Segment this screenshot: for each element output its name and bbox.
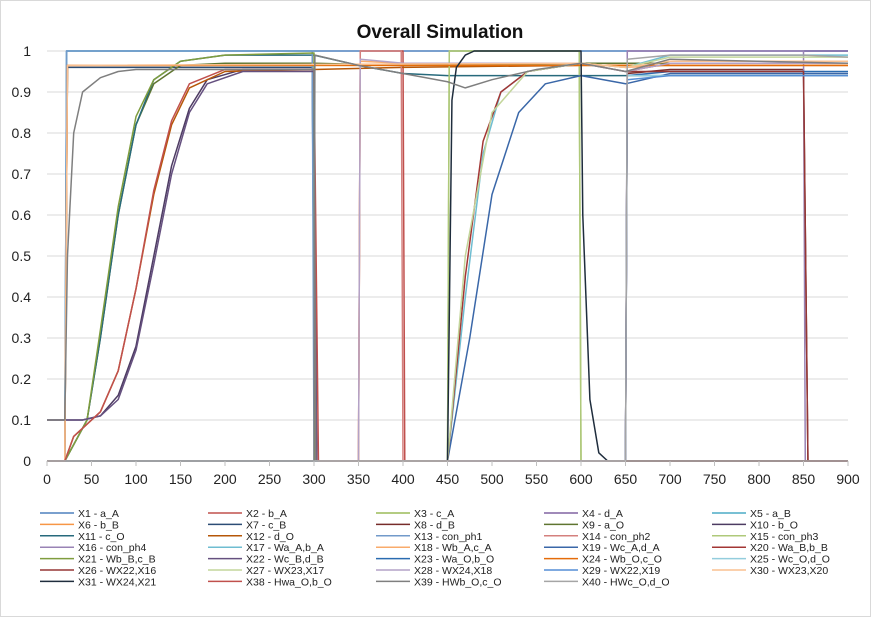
legend-label: X13 - con_ph1 (414, 531, 482, 543)
legend-label: X16 - con_ph4 (78, 542, 146, 554)
series-line-22 (47, 70, 848, 462)
y-tick-label: 0.6 (12, 207, 32, 223)
x-tick-label: 50 (84, 471, 100, 487)
legend-label: X24 - Wb_O,c_O (582, 554, 662, 566)
legend-label: X17 - Wa_A,b_A (246, 542, 324, 554)
legend-label: X15 - con_ph3 (750, 531, 818, 543)
series-line-31 (47, 50, 848, 462)
legend-label: X18 - Wb_A,c_A (414, 542, 492, 554)
x-tick-label: 550 (525, 471, 549, 487)
x-tick-label: 250 (258, 471, 282, 487)
x-tick-label: 700 (658, 471, 682, 487)
legend-label: X1 - a_A (78, 508, 119, 520)
legend-label: X38 - Hwa_O,b_O (246, 576, 332, 588)
legend-label: X6 - b_B (78, 519, 119, 531)
legend-label: X7 - c_B (246, 519, 286, 531)
legend-label: X20 - Wa_B,b_B (750, 542, 828, 554)
legend-label: X3 - c_A (414, 508, 454, 520)
legend-label: X27 - WX23,X17 (246, 565, 324, 577)
x-tick-label: 300 (302, 471, 326, 487)
series-line-35 (47, 54, 849, 462)
legend-label: X2 - b_A (246, 508, 287, 520)
legend-label: X31 - WX24,X21 (78, 576, 156, 588)
legend-label: X14 - con_ph2 (582, 531, 650, 543)
y-tick-label: 0.7 (12, 166, 32, 182)
legend-label: X29 - WX22,X19 (582, 565, 660, 577)
x-tick-label: 900 (836, 471, 860, 487)
legend-label: X23 - Wa_O,b_O (414, 554, 494, 566)
y-tick-label: 0.5 (12, 248, 32, 264)
axes: 0 0.1 0.2 0.3 0.4 0.5 0.6 0.7 0.8 0.9 1 0 50 100 150 20… (12, 43, 860, 487)
y-tick-label: 0.1 (12, 412, 32, 428)
y-tick-label: 0.8 (12, 125, 32, 141)
legend-label: X25 - Wc_O,d_O (750, 554, 830, 566)
x-tick-label: 450 (436, 471, 460, 487)
y-tick-label: 0.2 (12, 371, 32, 387)
legend-label: X8 - d_B (414, 519, 455, 531)
series-line-19 (47, 72, 848, 462)
x-tick-label: 400 (391, 471, 415, 487)
x-tick-label: 200 (213, 471, 237, 487)
legend-label: X28 - WX24,X18 (414, 565, 492, 577)
x-tick-label: 350 (347, 471, 371, 487)
x-tick-label: 750 (703, 471, 727, 487)
x-tick-label: 800 (747, 471, 771, 487)
legend-label: X19 - Wc_A,d_A (582, 542, 660, 554)
legend-label: X5 - a_B (750, 508, 791, 520)
x-tick-label: 850 (792, 471, 816, 487)
x-tick-label: 150 (169, 471, 193, 487)
x-tick-label: 0 (43, 471, 51, 487)
y-tick-label: 0.3 (12, 330, 32, 346)
legend-label: X10 - b_O (750, 519, 798, 531)
y-tick-label: 0.4 (12, 289, 32, 305)
legend-label: X21 - Wb_B,c_B (78, 554, 156, 566)
legend-label: X39 - HWb_O,c_O (414, 576, 502, 588)
legend-label: X11 - c_O (78, 531, 125, 543)
legend-label: X26 - WX22,X16 (78, 565, 156, 577)
x-tick-label: 100 (124, 471, 148, 487)
x-tick-label: 500 (480, 471, 504, 487)
x-tick-label: 650 (614, 471, 638, 487)
legend-label: X9 - a_O (582, 519, 624, 531)
y-tick-label: 1 (23, 43, 31, 59)
y-tick-label: 0.9 (12, 84, 32, 100)
legend-label: X30 - WX23,X20 (750, 565, 828, 577)
legend-label: X22 - Wc_B,d_B (246, 554, 324, 566)
legend-label: X4 - d_A (582, 508, 623, 520)
chart-title: Overall Simulation (357, 22, 524, 43)
legend: X1 - a_A X2 - b_A X3 - c_A X4 - d_A X5 - a_B… (40, 508, 830, 588)
legend-label: X12 - d_O (246, 531, 294, 543)
x-tick-label: 600 (569, 471, 593, 487)
y-tick-label: 0 (23, 453, 31, 469)
legend-label: X40 - HWc_O,d_O (582, 576, 670, 588)
